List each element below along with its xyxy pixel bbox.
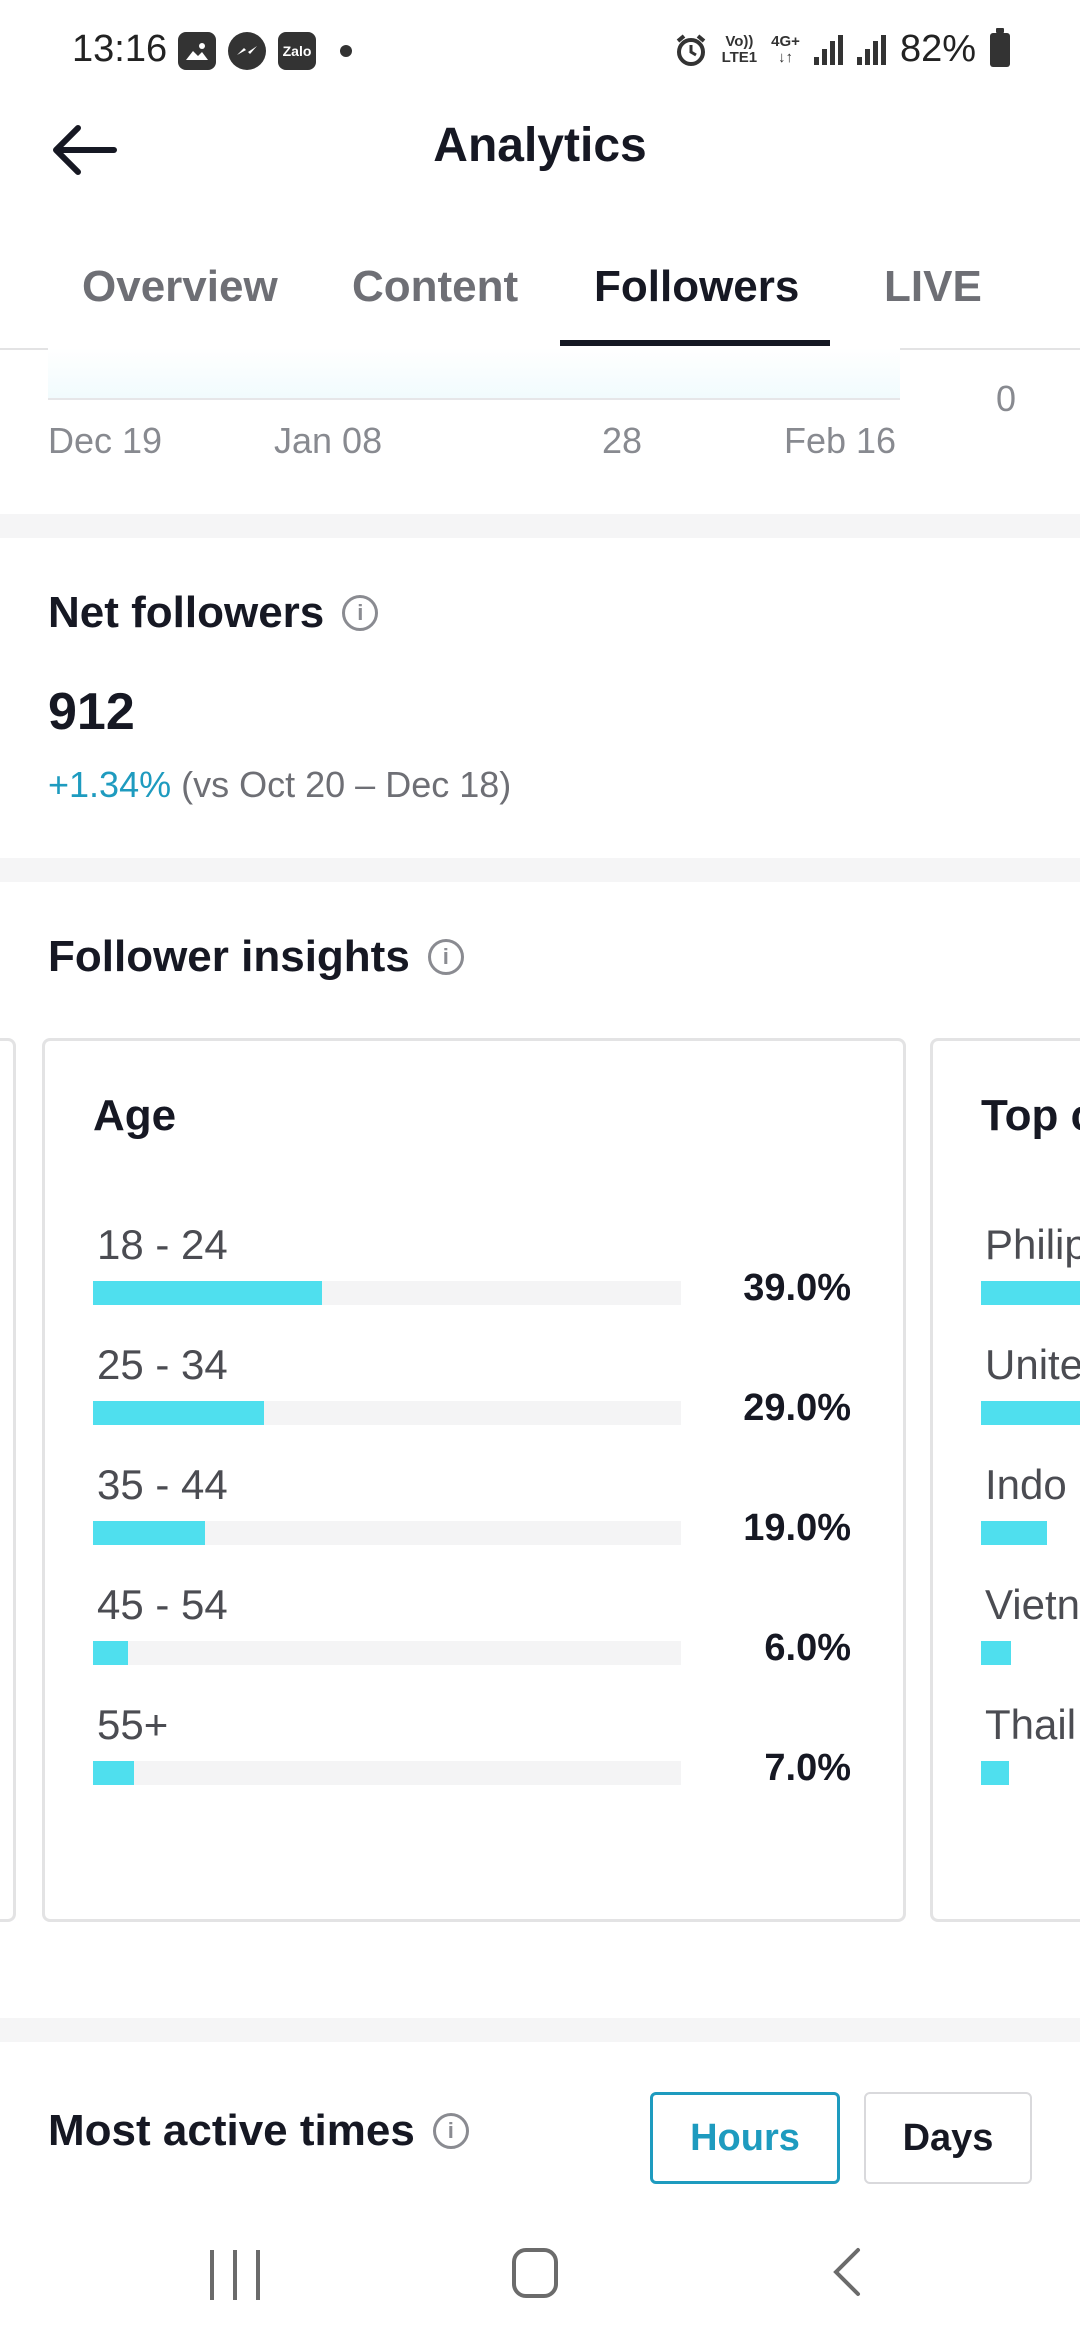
comparison-range: (vs Oct 20 – Dec 18) xyxy=(181,764,512,805)
net-followers-header: Net followers i xyxy=(48,588,379,638)
most-active-header: Most active times i xyxy=(48,2106,469,2156)
battery-icon xyxy=(990,27,1010,67)
zalo-icon: Zalo xyxy=(278,32,316,70)
messenger-icon xyxy=(228,32,266,70)
top-countries-card[interactable]: Top c Philip Unite Indo Vietn Thail xyxy=(930,1038,1080,1922)
net-followers-change: +1.34% (vs Oct 20 – Dec 18) xyxy=(48,764,511,806)
age-row-label: 35 - 44 xyxy=(97,1461,228,1508)
country-row-label: Vietn xyxy=(985,1581,1080,1628)
info-icon[interactable]: i xyxy=(342,595,379,631)
age-bar-fill xyxy=(93,1401,264,1425)
age-bar-track xyxy=(93,1281,681,1305)
system-back-button[interactable] xyxy=(820,2242,880,2302)
age-bar-track xyxy=(93,1641,681,1665)
x-tick: Jan 08 xyxy=(274,420,383,461)
age-row-label: 55+ xyxy=(97,1701,169,1748)
chart-baseline xyxy=(48,398,900,400)
chart-area xyxy=(48,348,900,398)
country-row-label: Philip xyxy=(985,1221,1080,1268)
status-app-icons: Zalo xyxy=(178,32,352,70)
age-bar-track xyxy=(93,1761,681,1785)
battery-percent: 82% xyxy=(899,28,976,70)
country-bar-fill xyxy=(981,1521,1047,1545)
age-row-label: 45 - 54 xyxy=(97,1581,228,1628)
tab-bar: Overview Content Followers LIVE xyxy=(0,248,1080,350)
age-bar-track xyxy=(93,1401,681,1425)
prev-card-peek[interactable] xyxy=(0,1038,16,1922)
home-button[interactable] xyxy=(512,2248,558,2298)
country-row-label: Indo xyxy=(985,1461,1067,1508)
x-tick: Dec 19 xyxy=(48,420,163,461)
gallery-icon xyxy=(178,32,216,70)
x-tick: Feb 16 xyxy=(784,420,897,461)
age-card[interactable]: Age 18 - 24 39.0% 25 - 34 29.0% 35 - 44 19.0%… xyxy=(42,1038,906,1922)
tab-active-indicator xyxy=(560,340,830,346)
age-row-percent: 29.0% xyxy=(743,1387,851,1429)
change-percent: +1.34% xyxy=(48,764,172,805)
age-bar-fill xyxy=(93,1521,205,1545)
age-bar-fill xyxy=(93,1281,322,1305)
status-time: 13:16 xyxy=(72,28,168,70)
status-right: Vo)) LTE1 4G+ ↓↑ 82% xyxy=(674,27,1010,71)
tab-live[interactable]: LIVE xyxy=(884,262,982,311)
age-row-percent: 7.0% xyxy=(764,1747,851,1789)
network-type: 4G+ ↓↑ xyxy=(771,32,800,66)
system-nav-bar xyxy=(0,2220,1080,2340)
countries-card-title: Top c xyxy=(981,1091,1080,1140)
most-active-title: Most active times xyxy=(48,2106,415,2155)
days-toggle[interactable]: Days xyxy=(864,2092,1032,2184)
age-row-percent: 39.0% xyxy=(743,1267,851,1309)
section-divider xyxy=(0,2018,1080,2042)
info-icon[interactable]: i xyxy=(427,939,464,975)
age-card-title: Age xyxy=(93,1091,177,1140)
country-bar-fill xyxy=(981,1761,1009,1785)
tab-content[interactable]: Content xyxy=(352,262,519,311)
section-divider xyxy=(0,858,1080,882)
info-icon[interactable]: i xyxy=(432,2113,469,2149)
signal-icon xyxy=(813,34,843,65)
country-bar-fill xyxy=(981,1641,1011,1665)
tab-followers[interactable]: Followers xyxy=(594,262,800,311)
notification-dot xyxy=(340,45,352,57)
age-bar-fill xyxy=(93,1761,134,1785)
y-tick: 0 xyxy=(996,378,1017,419)
volte-indicator: Vo)) LTE1 xyxy=(721,32,758,66)
section-divider xyxy=(0,514,1080,538)
zalo-label: Zalo xyxy=(282,43,312,59)
age-bar-fill xyxy=(93,1641,128,1665)
recent-apps-button[interactable] xyxy=(210,2250,260,2300)
chevron-left-icon xyxy=(833,2248,860,2296)
age-row-percent: 19.0% xyxy=(743,1507,851,1549)
hours-toggle[interactable]: Hours xyxy=(650,2092,840,2184)
back-button[interactable] xyxy=(48,118,122,182)
net-followers-value: 912 xyxy=(48,683,135,741)
alarm-icon xyxy=(676,33,705,66)
tab-overview[interactable]: Overview xyxy=(82,262,278,311)
age-row-label: 25 - 34 xyxy=(97,1341,228,1388)
age-row-percent: 6.0% xyxy=(764,1627,851,1669)
signal-icon-2 xyxy=(856,34,886,65)
country-row-label: Thail xyxy=(985,1701,1077,1748)
age-bar-track xyxy=(93,1521,681,1545)
country-bar-fill xyxy=(981,1401,1080,1425)
net-followers-title: Net followers xyxy=(48,588,325,637)
age-row-label: 18 - 24 xyxy=(97,1221,228,1268)
follower-insights-title: Follower insights xyxy=(48,932,410,981)
x-tick: 28 xyxy=(602,420,643,461)
arrow-left-icon xyxy=(53,125,117,175)
page-title: Analytics xyxy=(433,119,647,172)
follower-insights-header: Follower insights i xyxy=(48,932,464,982)
country-bar-fill xyxy=(981,1281,1080,1305)
country-row-label: Unite xyxy=(985,1341,1080,1388)
